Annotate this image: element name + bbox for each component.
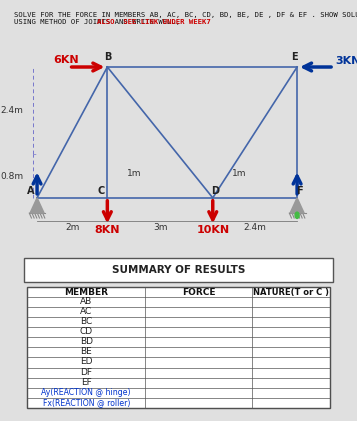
Text: 1m: 1m [232, 169, 247, 178]
Text: Fx(REACTION @ roller): Fx(REACTION @ roller) [42, 398, 130, 407]
Polygon shape [30, 198, 44, 213]
Text: 2m: 2m [65, 223, 79, 232]
Text: 10KN: 10KN [196, 225, 229, 235]
Text: SOLVE FOR THE FORCE IN MEMBERS AB, AC, BC, CD, BD, BE, DE , DF & EF . SHOW SOLUT: SOLVE FOR THE FORCE IN MEMBERS AB, AC, B… [14, 12, 357, 18]
Text: USING METHOD OF JOINTS AND WRITE WELL,: USING METHOD OF JOINTS AND WRITE WELL, [14, 19, 189, 25]
Text: BD: BD [80, 337, 93, 346]
Text: CD: CD [80, 328, 93, 336]
Text: DF: DF [80, 368, 92, 376]
Text: 2.4m: 2.4m [243, 223, 266, 232]
Text: SUMMARY OF RESULTS: SUMMARY OF RESULTS [112, 265, 245, 275]
Text: BC: BC [80, 317, 92, 326]
Text: 0.8m: 0.8m [1, 171, 24, 181]
Text: EF: EF [81, 378, 92, 386]
Text: ED: ED [80, 357, 92, 367]
Text: A: A [27, 186, 35, 196]
Circle shape [295, 212, 299, 218]
Text: 6KN: 6KN [53, 55, 79, 65]
Text: C: C [97, 186, 105, 196]
Polygon shape [290, 198, 304, 213]
Text: 2.4m: 2.4m [1, 106, 24, 115]
Text: 1m: 1m [127, 169, 141, 178]
Text: 8KN: 8KN [95, 225, 120, 235]
Text: Ay(REACTION @ hinge): Ay(REACTION @ hinge) [41, 388, 131, 397]
Bar [27, 287, 330, 408]
Text: 3m: 3m [153, 223, 167, 232]
Text: E: E [291, 53, 298, 62]
Text: D: D [211, 186, 219, 196]
Text: NATURE(T or C ): NATURE(T or C ) [253, 288, 329, 297]
Text: ALSO  SEE LINK UNDER WEEK7: ALSO SEE LINK UNDER WEEK7 [97, 19, 211, 25]
FancyBboxPatch shape [24, 258, 333, 282]
Text: FORCE: FORCE [182, 288, 215, 297]
Text: MEMBER: MEMBER [64, 288, 108, 297]
Text: AC: AC [80, 307, 92, 316]
Text: B: B [104, 53, 111, 62]
Text: F: F [297, 186, 303, 196]
Text: BE: BE [80, 347, 92, 357]
Text: AB: AB [80, 297, 92, 306]
Text: 3KN: 3KN [335, 56, 357, 66]
